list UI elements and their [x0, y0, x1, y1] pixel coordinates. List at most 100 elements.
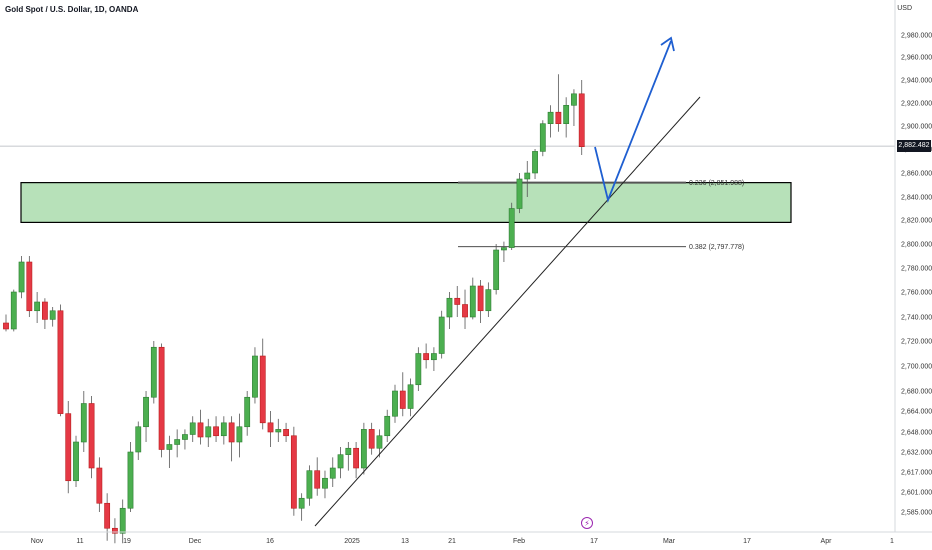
candle — [539, 120, 546, 157]
candle-body — [213, 426, 219, 437]
candle-body — [306, 470, 313, 499]
price-tick-label: 2,680.000 — [901, 389, 932, 396]
candle-body — [228, 422, 235, 443]
candle-body — [34, 301, 41, 312]
candle-body — [182, 434, 188, 440]
candle — [119, 499, 126, 544]
candle — [220, 416, 227, 445]
candle-body — [298, 497, 305, 509]
candle-body — [384, 415, 391, 437]
candle-body — [430, 353, 437, 361]
candle-body — [399, 390, 406, 409]
candle — [563, 97, 570, 138]
fib-level-label: 0.382 (2,797.778) — [689, 244, 744, 251]
candle — [65, 401, 72, 494]
candle-body — [329, 467, 336, 479]
time-tick-label: Apr — [821, 538, 833, 545]
demand-zone[interactable] — [20, 182, 792, 223]
candle-body — [41, 301, 48, 320]
candle-body — [571, 93, 577, 106]
candle — [57, 304, 64, 417]
candle — [555, 74, 562, 132]
candle — [135, 421, 142, 460]
candle-body — [532, 151, 538, 174]
price-tick-label: 2,617.000 — [901, 470, 932, 477]
candle — [306, 465, 313, 506]
candle — [493, 244, 500, 295]
candle-body — [127, 451, 134, 509]
candle-body — [26, 261, 33, 312]
candle-body — [205, 426, 212, 438]
price-tick-label: 2,920.000 — [901, 101, 932, 108]
drawings[interactable] — [314, 36, 701, 527]
projection-path — [594, 40, 672, 203]
candle — [360, 422, 367, 475]
candle — [96, 457, 103, 512]
candle-body — [252, 355, 258, 398]
candle-body — [555, 111, 562, 124]
time-tick-label: Dec — [189, 538, 202, 545]
chart-title: Gold Spot / U.S. Dollar, 1D, OANDA — [5, 5, 139, 14]
candle-body — [65, 413, 72, 482]
candle — [228, 416, 235, 462]
candle-body — [353, 447, 359, 469]
candle-body — [150, 346, 157, 398]
candle — [392, 384, 398, 423]
candle-body — [290, 435, 297, 509]
price-tick-label: 2,720.000 — [901, 339, 932, 346]
candle-body — [376, 435, 383, 449]
price-tick-label: 2,820.000 — [901, 218, 932, 225]
candle-body — [259, 355, 266, 424]
price-tick-label: 2,601.000 — [901, 490, 932, 497]
candle — [127, 442, 134, 512]
candle — [353, 442, 359, 479]
candle-body — [275, 429, 282, 433]
candle-body — [508, 208, 515, 248]
candle — [524, 161, 531, 197]
candle — [399, 372, 406, 417]
candle — [10, 289, 17, 332]
price-tick-label: 2,980.000 — [901, 33, 932, 40]
candle — [73, 435, 79, 487]
candle — [112, 518, 118, 544]
time-tick-label: 19 — [123, 538, 131, 545]
candle — [189, 416, 196, 442]
candle-body — [57, 310, 64, 414]
currency-label[interactable]: USD — [897, 5, 912, 12]
candle-body — [423, 353, 430, 361]
demand-zone-box — [20, 182, 792, 223]
candle — [469, 277, 476, 320]
price-tick-label: 2,940.000 — [901, 78, 932, 85]
lightning-icon[interactable]: ⚡ — [581, 517, 593, 529]
candle — [516, 173, 523, 214]
candle-body — [158, 346, 165, 450]
candle-body — [18, 261, 25, 293]
candle — [423, 343, 430, 369]
candle-body — [477, 285, 484, 312]
candle-body — [563, 105, 570, 125]
time-tick-label: 1 — [890, 538, 894, 545]
candle-body — [244, 396, 251, 428]
candle-body — [174, 439, 181, 445]
candle-body — [49, 310, 56, 320]
candle-body — [501, 247, 507, 251]
candle — [166, 435, 173, 468]
candle-body — [143, 396, 149, 428]
candle — [143, 391, 149, 442]
candle-body — [407, 384, 414, 409]
projection-arrowhead — [660, 36, 675, 52]
candle-body — [104, 502, 111, 529]
candle — [252, 347, 258, 404]
candle-body — [485, 289, 492, 312]
candle-body — [345, 447, 352, 455]
candle-body — [189, 422, 196, 435]
candle — [578, 80, 585, 155]
price-tick-label: 2,740.000 — [901, 315, 932, 322]
time-tick-label: 2025 — [344, 538, 360, 545]
candle — [508, 202, 515, 250]
candle — [438, 310, 445, 359]
candle-body — [322, 477, 328, 489]
candle-body — [524, 172, 531, 180]
candle-body — [516, 178, 523, 209]
